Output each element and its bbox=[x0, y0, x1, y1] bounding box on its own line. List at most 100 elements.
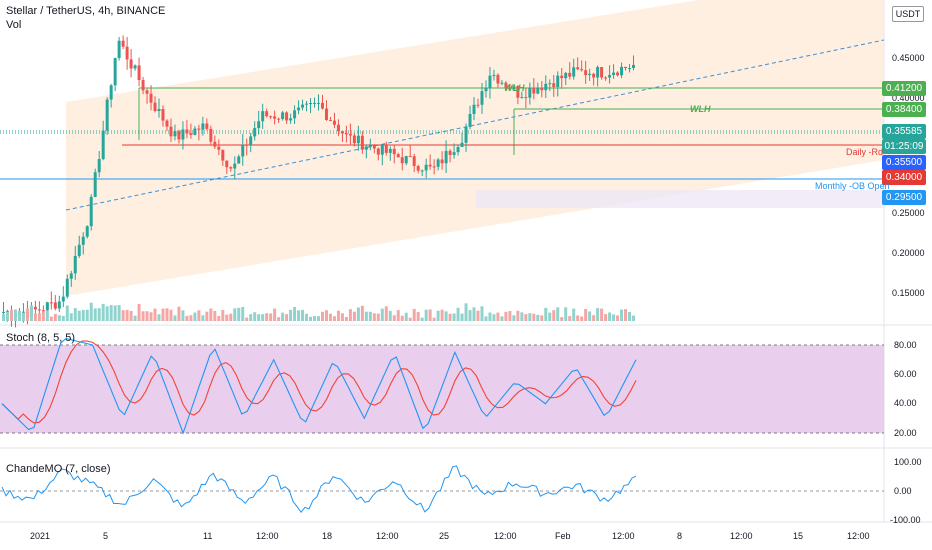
volume-bar bbox=[117, 305, 121, 321]
candle-body bbox=[181, 129, 185, 140]
candle-body bbox=[624, 66, 628, 69]
volume-bar bbox=[488, 312, 492, 321]
price-tag-wlh2: 0.38400 bbox=[882, 102, 926, 117]
candle-body bbox=[408, 156, 412, 158]
chart-header: Stellar / TetherUS, 4h, BINANCE Vol bbox=[6, 4, 165, 32]
candle-body bbox=[261, 111, 265, 122]
stoch-label[interactable]: Stoch (8, 5, 5) bbox=[6, 332, 76, 344]
stoch-tick: 60.00 bbox=[894, 369, 917, 379]
candle-body bbox=[277, 118, 281, 120]
volume-bar bbox=[508, 311, 512, 321]
volume-bar bbox=[628, 312, 632, 321]
chande-label[interactable]: ChandeMO (7, close) bbox=[6, 463, 111, 475]
ob-zone bbox=[476, 190, 884, 208]
candle-body bbox=[412, 156, 416, 167]
volume-bar bbox=[193, 312, 197, 321]
volume-bar bbox=[528, 313, 532, 321]
volume-bar bbox=[624, 309, 628, 321]
volume-bar bbox=[344, 316, 348, 321]
candle-body bbox=[468, 114, 472, 127]
volume-bar bbox=[5, 311, 9, 321]
candle-body bbox=[101, 130, 105, 160]
price-tag-monthly-ob: 0.29500 bbox=[882, 190, 926, 205]
volume-bar bbox=[456, 307, 460, 321]
candle-body bbox=[237, 156, 241, 164]
stoch-k-line bbox=[1, 337, 637, 435]
volume-bar bbox=[177, 306, 181, 321]
candle-body bbox=[21, 311, 25, 313]
volume-bar bbox=[568, 316, 572, 321]
candle-body bbox=[205, 123, 209, 129]
volume-bar bbox=[173, 315, 177, 321]
volume-bar bbox=[273, 308, 277, 321]
wlh-label-2[interactable]: WLH bbox=[690, 104, 711, 114]
volume-bar bbox=[2, 314, 5, 321]
volume-bar bbox=[29, 305, 33, 321]
volume-bar bbox=[277, 317, 281, 321]
volume-bar bbox=[297, 310, 301, 321]
candle-body bbox=[508, 87, 512, 90]
volume-bar bbox=[612, 314, 616, 321]
candle-body bbox=[528, 88, 532, 98]
candle-body bbox=[61, 296, 65, 302]
candle-body bbox=[85, 226, 89, 237]
candle-body bbox=[432, 166, 436, 168]
volume-label[interactable]: Vol bbox=[6, 19, 22, 31]
candle-body bbox=[596, 67, 600, 78]
candle-body bbox=[49, 302, 53, 304]
candle-body bbox=[580, 69, 584, 71]
volume-bar bbox=[81, 309, 85, 321]
candle-body bbox=[161, 108, 165, 121]
volume-bar bbox=[293, 307, 297, 321]
candle-body bbox=[356, 135, 360, 144]
chande-tick: 100.00 bbox=[894, 457, 922, 467]
volume-bar bbox=[229, 313, 233, 321]
candle-body bbox=[201, 123, 205, 130]
candle-body bbox=[217, 146, 221, 150]
volume-bar bbox=[161, 308, 165, 321]
volume-bar bbox=[520, 312, 524, 321]
volume-bar bbox=[313, 315, 317, 321]
candle-body bbox=[360, 135, 364, 150]
volume-bar bbox=[185, 315, 189, 321]
volume-bar bbox=[404, 312, 408, 321]
candle-body bbox=[185, 129, 189, 134]
candle-body bbox=[117, 40, 121, 59]
volume-bar bbox=[408, 317, 412, 321]
volume-bar bbox=[85, 309, 89, 321]
volume-bar bbox=[376, 313, 380, 321]
daily-rd-label[interactable]: Daily -Rd bbox=[846, 147, 884, 157]
candle-body bbox=[257, 121, 261, 129]
candle-body bbox=[364, 146, 368, 150]
candle-body bbox=[305, 103, 309, 105]
volume-bar bbox=[129, 310, 133, 321]
volume-bar bbox=[468, 310, 472, 321]
candle-body bbox=[436, 159, 440, 167]
candle-body bbox=[193, 128, 197, 135]
volume-bar bbox=[484, 316, 488, 321]
volume-bar bbox=[53, 313, 57, 321]
volume-bar bbox=[213, 310, 217, 321]
volume-bar bbox=[105, 306, 109, 321]
candle-body bbox=[348, 134, 352, 136]
volume-bar bbox=[384, 306, 388, 321]
volume-bar bbox=[440, 309, 444, 321]
wlh-label-1[interactable]: WLH bbox=[504, 83, 525, 93]
currency-badge[interactable]: USDT bbox=[892, 6, 924, 22]
symbol-title[interactable]: Stellar / TetherUS, 4h, BINANCE bbox=[6, 5, 166, 17]
volume-bar bbox=[336, 310, 340, 321]
candle-body bbox=[584, 70, 588, 76]
candle-body bbox=[137, 65, 141, 81]
candle-body bbox=[376, 148, 380, 155]
monthly-ob-label[interactable]: Monthly -OB Open bbox=[815, 181, 890, 191]
candle-body bbox=[472, 104, 476, 115]
candle-body bbox=[384, 144, 388, 153]
candle-body bbox=[492, 74, 496, 76]
volume-bar bbox=[420, 317, 424, 321]
candle-body bbox=[265, 111, 269, 117]
candle-body bbox=[129, 59, 133, 69]
candle-body bbox=[73, 255, 77, 274]
volume-bars bbox=[2, 302, 635, 321]
volume-bar bbox=[380, 308, 384, 321]
